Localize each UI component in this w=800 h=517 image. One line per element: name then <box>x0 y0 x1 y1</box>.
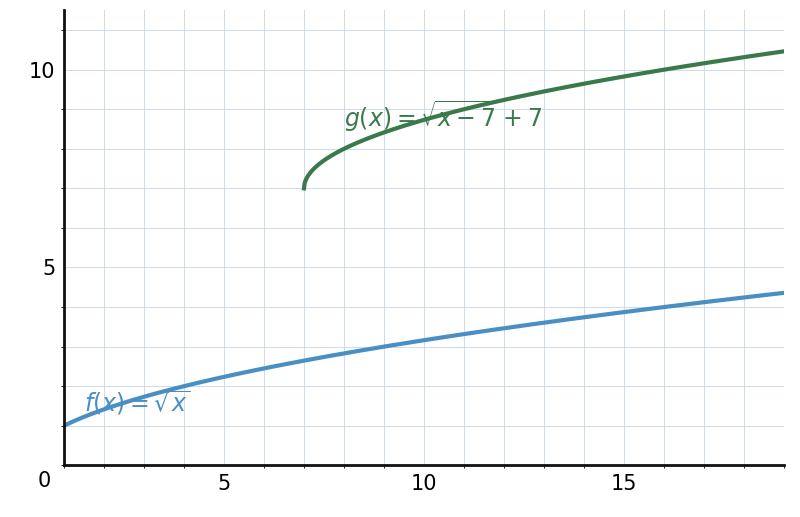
Text: $f(x) = \sqrt{x}$: $f(x) = \sqrt{x}$ <box>84 389 190 417</box>
Text: $g(x) = \sqrt{x-7}+7$: $g(x) = \sqrt{x-7}+7$ <box>344 99 542 134</box>
Text: 0: 0 <box>38 471 50 491</box>
